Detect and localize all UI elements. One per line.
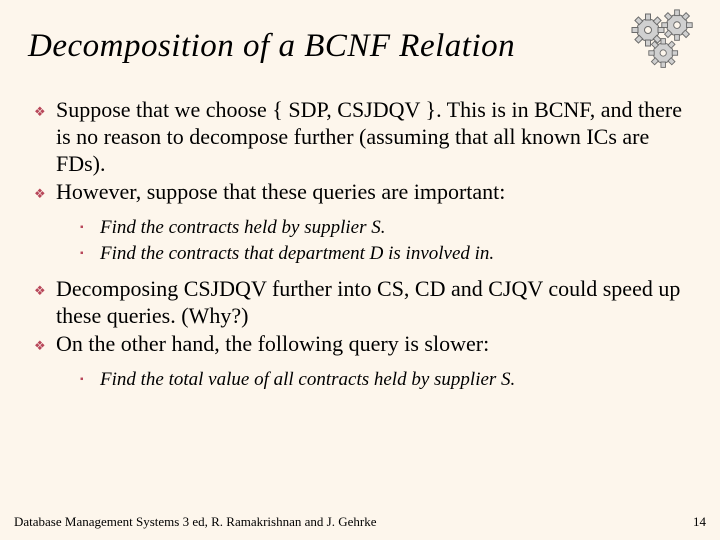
sub-bullet-group: ▪ Find the contracts held by supplier S.…	[34, 208, 686, 276]
footer-citation: Database Management Systems 3 ed, R. Ram…	[14, 514, 376, 530]
bullet-item: ❖ Suppose that we choose { SDP, CSJDQV }…	[34, 97, 686, 177]
square-icon: ▪	[80, 216, 100, 233]
gear-decoration	[620, 8, 710, 78]
bullet-item: ❖ Decomposing CSJDQV further into CS, CD…	[34, 276, 686, 330]
sub-bullet-text: Find the contracts that department D is …	[100, 242, 494, 266]
sub-bullet-group: ▪ Find the total value of all contracts …	[34, 360, 686, 402]
bullet-text: On the other hand, the following query i…	[56, 331, 489, 358]
bullet-text: Decomposing CSJDQV further into CS, CD a…	[56, 276, 686, 330]
sub-bullet-item: ▪ Find the total value of all contracts …	[80, 368, 686, 392]
sub-bullet-text: Find the contracts held by supplier S.	[100, 216, 385, 240]
square-icon: ▪	[80, 368, 100, 385]
square-icon: ▪	[80, 242, 100, 259]
bullet-item: ❖ However, suppose that these queries ar…	[34, 179, 686, 206]
diamond-icon: ❖	[34, 276, 56, 299]
sub-bullet-item: ▪ Find the contracts that department D i…	[80, 242, 686, 266]
sub-bullet-text: Find the total value of all contracts he…	[100, 368, 515, 392]
sub-bullet-item: ▪ Find the contracts held by supplier S.	[80, 216, 686, 240]
diamond-icon: ❖	[34, 179, 56, 202]
slide-content: ❖ Suppose that we choose { SDP, CSJDQV }…	[0, 65, 720, 402]
bullet-text: However, suppose that these queries are …	[56, 179, 505, 206]
page-number: 14	[693, 514, 706, 530]
slide-title: Decomposition of a BCNF Relation	[0, 0, 720, 65]
bullet-text: Suppose that we choose { SDP, CSJDQV }. …	[56, 97, 686, 177]
diamond-icon: ❖	[34, 331, 56, 354]
diamond-icon: ❖	[34, 97, 56, 120]
slide-footer: Database Management Systems 3 ed, R. Ram…	[14, 514, 706, 530]
bullet-item: ❖ On the other hand, the following query…	[34, 331, 686, 358]
